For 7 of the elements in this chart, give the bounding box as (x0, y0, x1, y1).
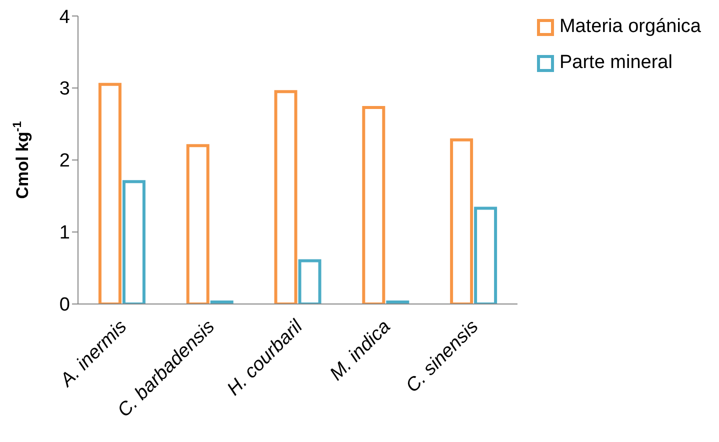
y-tick-label: 0 (59, 294, 70, 316)
y-tick-label: 3 (59, 78, 70, 100)
legend-label: Parte mineral (559, 52, 672, 74)
y-tick-label: 2 (59, 150, 70, 172)
legend-label: Materia orgánica (559, 16, 701, 38)
y-tick-label: 4 (59, 6, 70, 28)
y-tick-label: 1 (59, 222, 70, 244)
